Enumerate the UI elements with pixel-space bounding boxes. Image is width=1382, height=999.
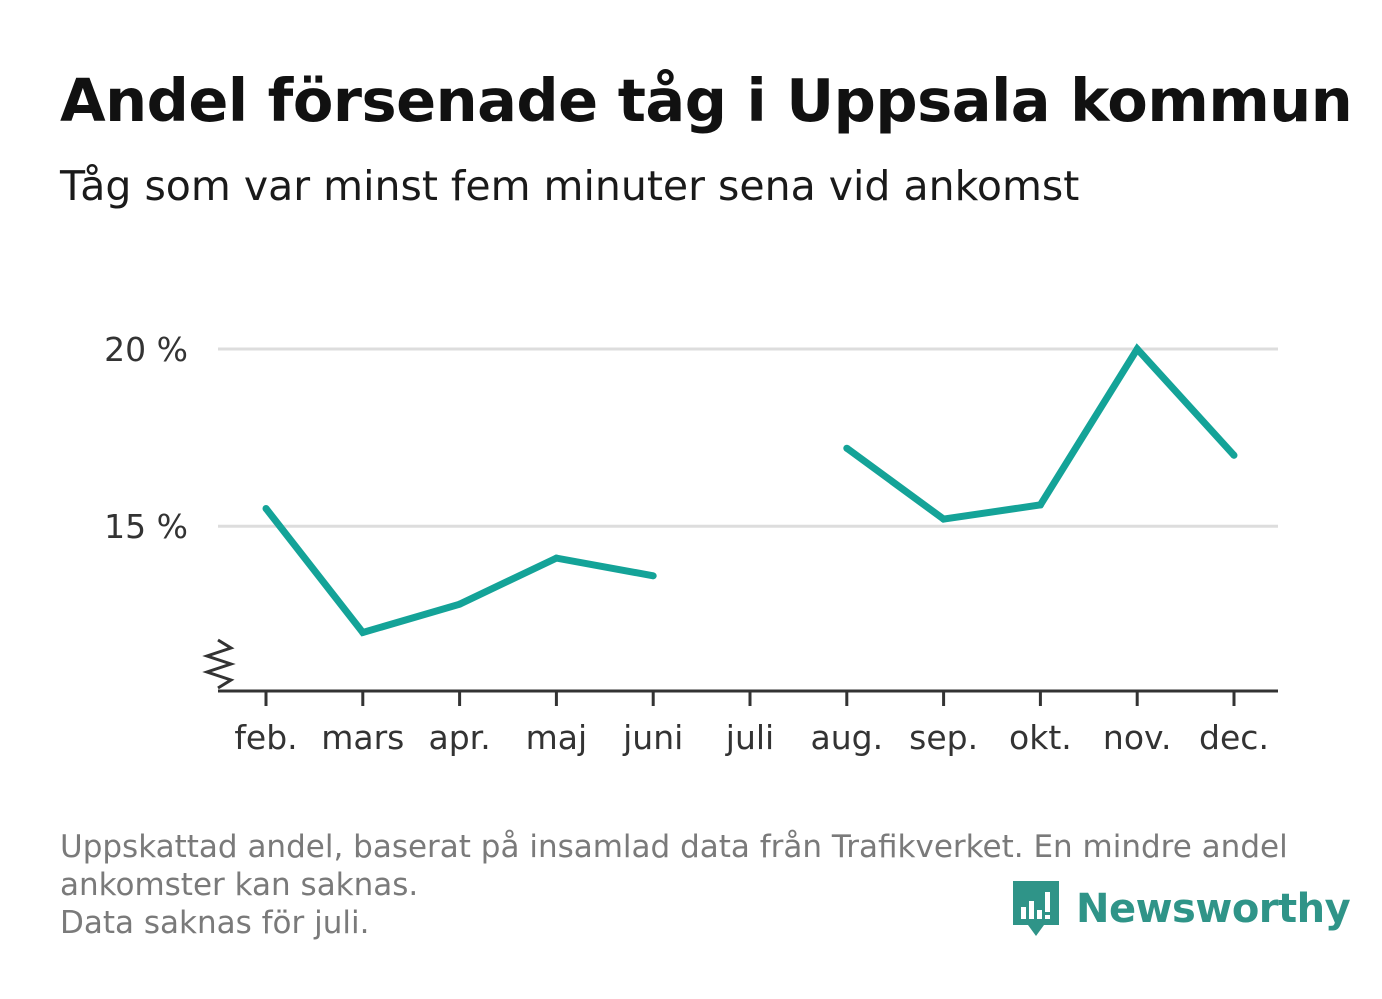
x-tick-label: juni: [622, 718, 683, 757]
data-point-maj: [552, 554, 560, 562]
x-tick-label: mars: [321, 718, 404, 757]
chart-title: Andel försenade tåg i Uppsala kommun: [60, 66, 1353, 135]
x-tick-label: feb.: [234, 718, 297, 757]
y-tick-label: 20 %: [104, 330, 188, 369]
data-point-apr.: [456, 600, 464, 608]
x-tick-labels: feb. mars apr. maj juni juli aug. sep. okt. nov. d…: [234, 718, 1269, 757]
data-point-okt.: [1036, 501, 1044, 509]
data-point-sep.: [940, 515, 948, 523]
x-tick-label: aug.: [811, 718, 884, 757]
axis-break-icon: [202, 638, 236, 690]
x-axis: [202, 638, 1278, 706]
data-point-nov.: [1133, 345, 1141, 353]
data-point-juni: [649, 572, 657, 580]
x-tick-label: juli: [725, 718, 774, 757]
y-tick-labels: 15 % 20 %: [104, 330, 188, 546]
newsworthy-logo-text: Newsworthy: [1076, 886, 1351, 932]
x-tick-label: maj: [526, 718, 588, 757]
y-tick-label: 15 %: [104, 507, 188, 546]
data-point-aug.: [843, 444, 851, 452]
data-point-feb.: [262, 504, 270, 512]
x-tick-label: apr.: [428, 718, 490, 757]
newsworthy-logo[interactable]: Newsworthy: [1010, 878, 1351, 940]
data-series: [262, 343, 1238, 637]
line-chart: 15 % 20 % feb. mars apr. maj juni juli aug. sep.…: [104, 330, 1278, 757]
footnote-line-2: ankomster kan saknas.: [60, 867, 419, 903]
x-tick-label: sep.: [909, 718, 978, 757]
x-tick-label: nov.: [1103, 718, 1172, 757]
newsworthy-logo-icon: [1013, 881, 1059, 936]
data-point-dec.: [1230, 451, 1238, 459]
gridlines: [218, 347, 1278, 528]
data-point-mars: [359, 629, 367, 637]
x-tick-label: okt.: [1009, 718, 1072, 757]
x-tick-label: dec.: [1199, 718, 1269, 757]
chart-subtitle: Tåg som var minst fem minuter sena vid a…: [60, 162, 1080, 210]
footnote-line-1: Uppskattad andel, baserat på insamlad da…: [60, 829, 1288, 865]
series-line-segment-2: [844, 343, 1237, 523]
footnote-line-3: Data saknas för juli.: [60, 905, 370, 941]
footnote: Uppskattad andel, baserat på insamlad da…: [60, 828, 1310, 942]
